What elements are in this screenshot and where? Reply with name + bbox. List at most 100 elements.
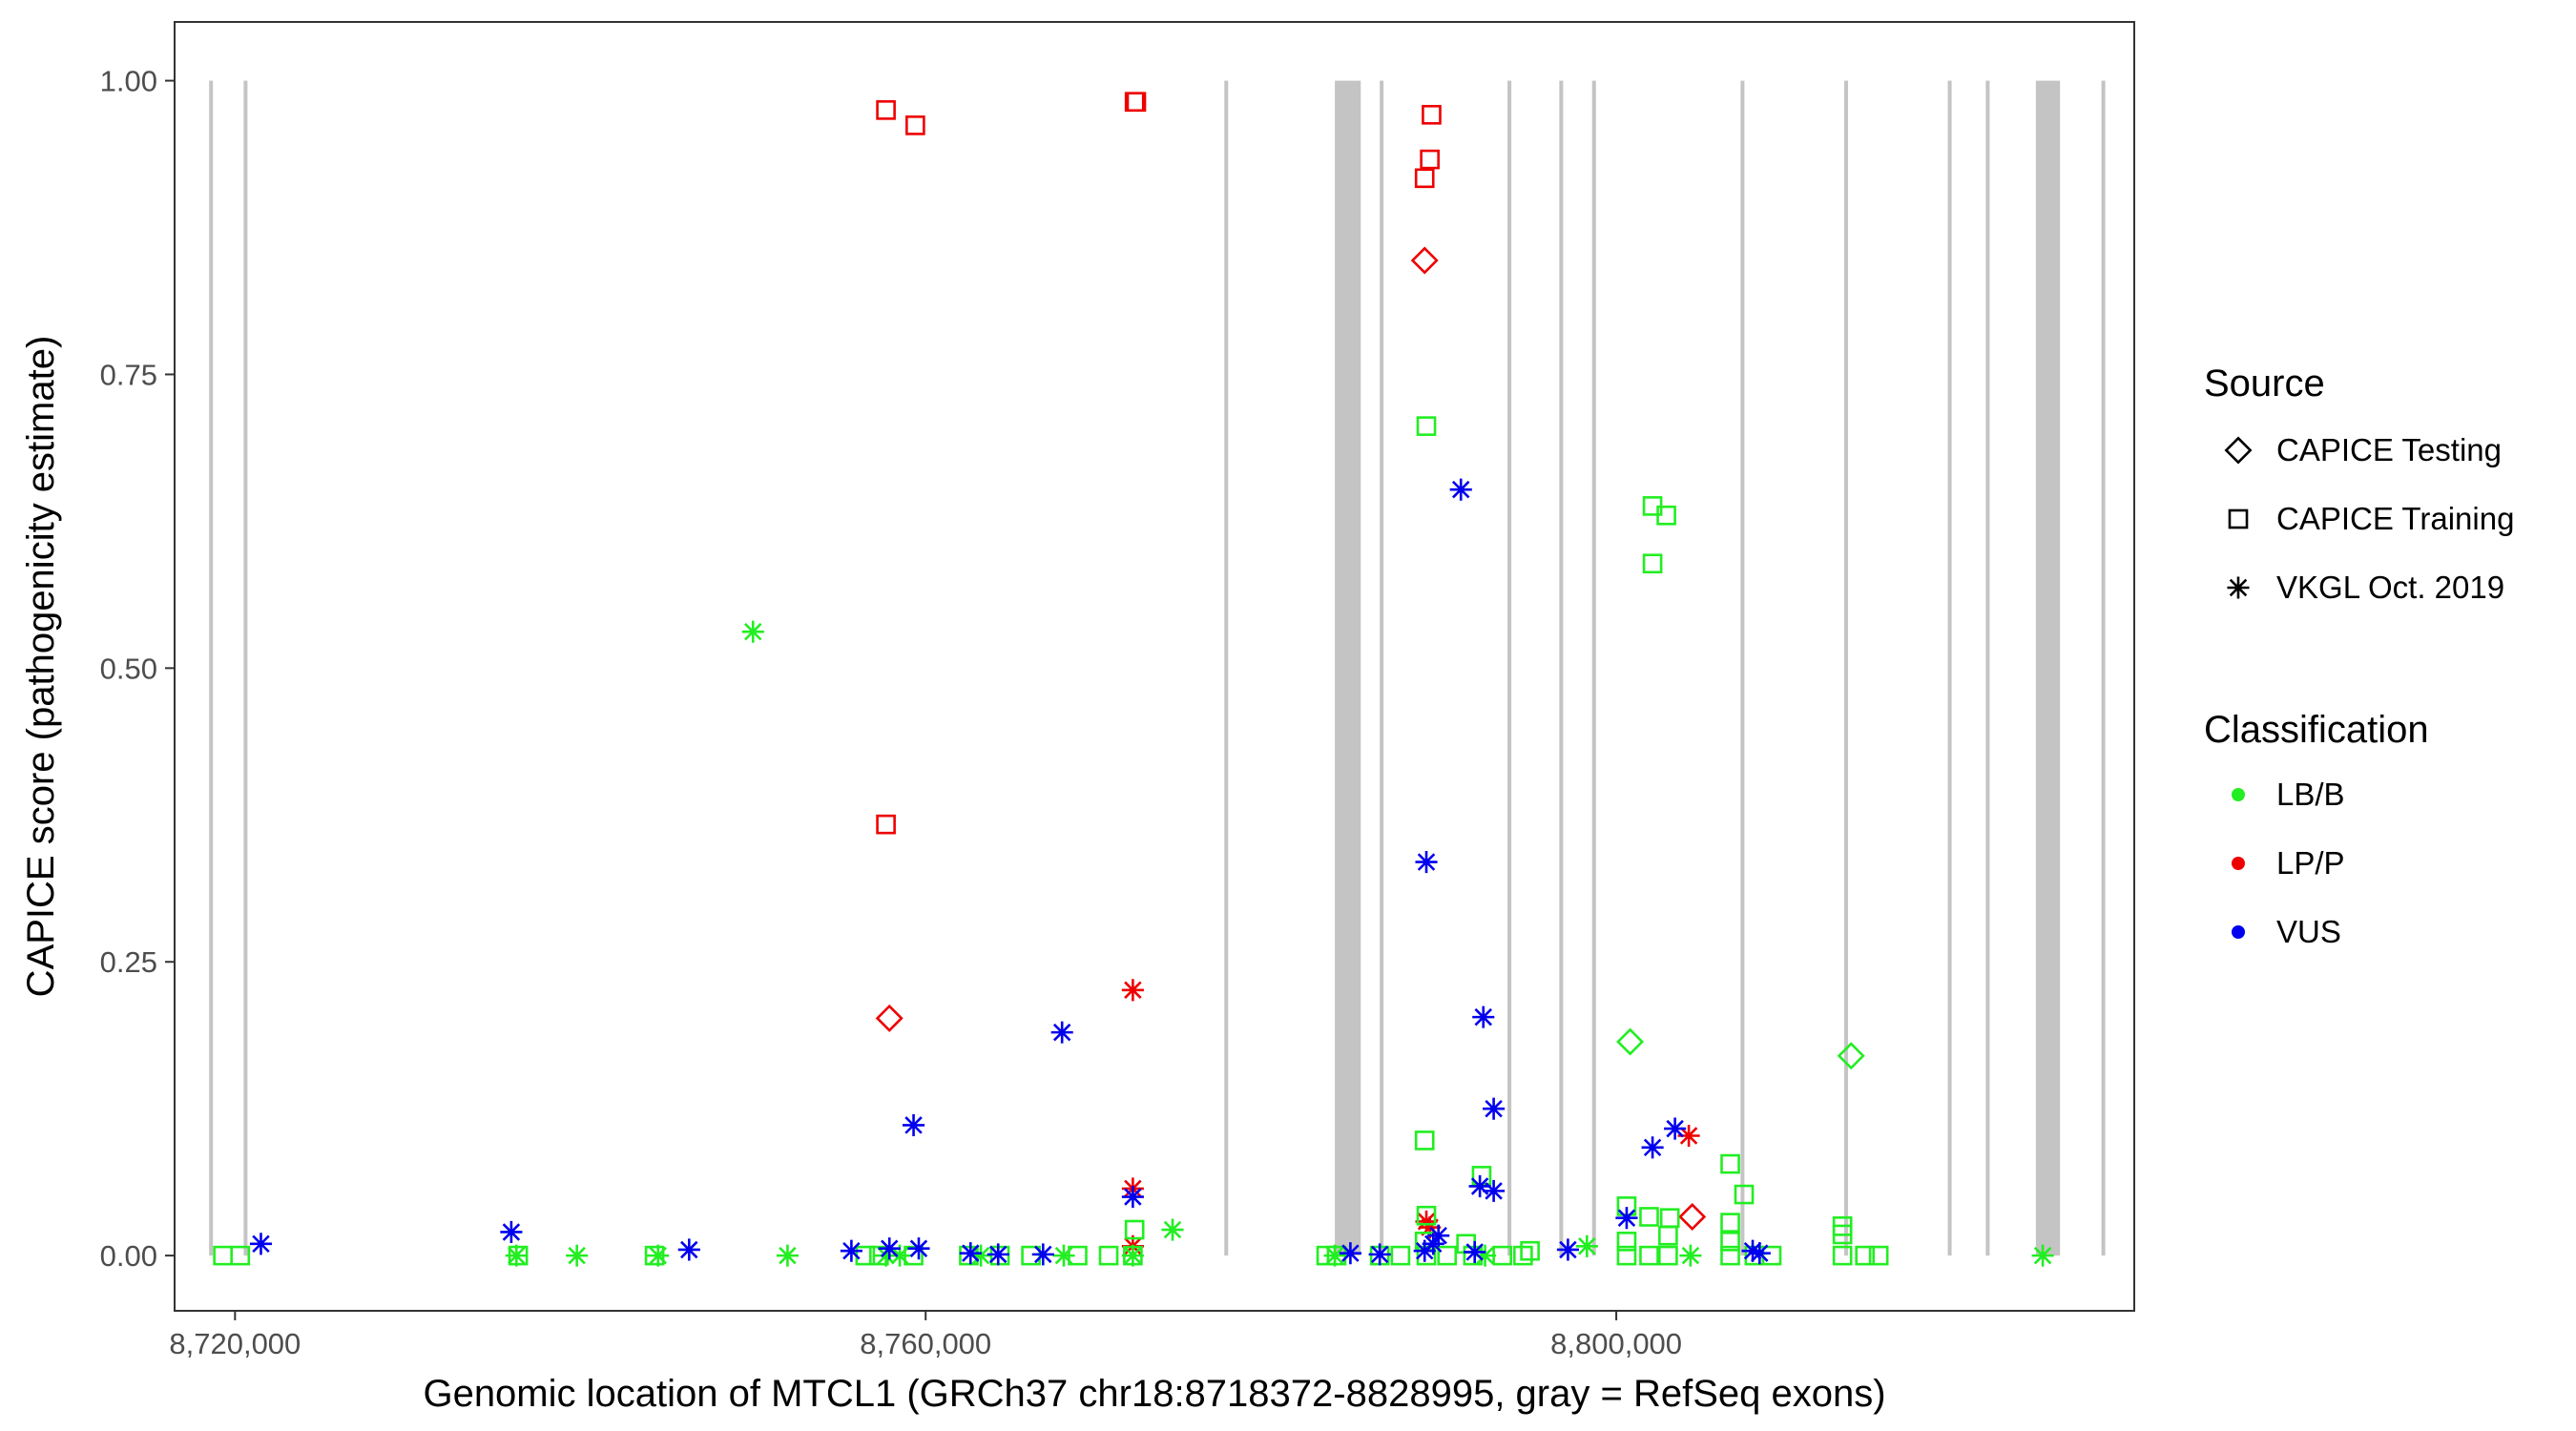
exon-band <box>243 80 248 1256</box>
legend-key-square <box>2228 508 2249 529</box>
data-point <box>1575 1234 1598 1257</box>
x-axis-title: Genomic location of MTCL1 (GRCh37 chr18:… <box>423 1373 1885 1415</box>
data-points <box>213 92 2054 1267</box>
y-tick-label: 0.50 <box>100 652 157 685</box>
data-point <box>1664 1117 1687 1140</box>
data-point <box>959 1242 982 1265</box>
data-point <box>1639 1207 1659 1227</box>
data-point <box>1720 1245 1740 1266</box>
data-point <box>1678 1202 1707 1231</box>
data-point <box>1642 553 1663 574</box>
axes: 0.00 0.25 0.50 0.75 1.00 8,720,000 8,760,000 8,… <box>100 65 1682 1360</box>
data-point <box>1422 1233 1444 1255</box>
data-point <box>1052 1244 1075 1267</box>
data-point <box>741 620 764 643</box>
legend: Source CAPICE Testing CAPICE Training VKGL … <box>2204 363 2514 949</box>
data-point <box>1734 1184 1755 1205</box>
data-point <box>1124 1219 1145 1240</box>
data-point <box>1449 478 1472 501</box>
data-point <box>1368 1243 1391 1266</box>
data-point <box>677 1238 700 1261</box>
data-point <box>1098 1245 1119 1266</box>
legend-label: VKGL Oct. 2019 <box>2276 570 2504 605</box>
exon-band <box>2101 80 2106 1256</box>
data-point <box>1616 1027 1645 1056</box>
data-point <box>1658 1245 1678 1266</box>
plot-panel-border <box>174 21 2135 1312</box>
legend-title-source: Source <box>2204 363 2325 404</box>
legend-key-color <box>2232 857 2245 870</box>
data-point <box>1615 1207 1638 1230</box>
data-point <box>505 1244 528 1267</box>
data-point <box>1720 1213 1740 1233</box>
x-tick-label: 8,720,000 <box>169 1327 301 1360</box>
y-tick-label: 0.00 <box>100 1239 157 1273</box>
data-point <box>1323 1244 1346 1267</box>
data-point <box>1513 1245 1533 1266</box>
legend-label: CAPICE Testing <box>2276 432 2502 467</box>
exon-bands <box>209 80 2106 1256</box>
data-point <box>1855 1245 1876 1266</box>
legend-key-color <box>2232 788 2245 801</box>
data-point <box>1483 1097 1506 1120</box>
data-point <box>1832 1224 1853 1245</box>
y-tick-label: 0.25 <box>100 945 157 979</box>
data-point <box>1121 1185 1144 1209</box>
data-point <box>876 814 896 835</box>
exon-band <box>1843 80 1848 1256</box>
legend-label: LP/P <box>2276 845 2345 881</box>
data-point <box>1339 1242 1361 1265</box>
data-point <box>1416 1205 1437 1226</box>
data-point <box>1474 1244 1497 1267</box>
data-point <box>1472 1006 1495 1028</box>
data-point <box>776 1244 799 1267</box>
x-tick-label: 8,800,000 <box>1550 1327 1682 1360</box>
data-point <box>1656 505 1676 526</box>
y-axis-title: CAPICE score (pathogenicity estimate) <box>20 336 62 998</box>
exon-band <box>1335 80 1361 1256</box>
data-point <box>1414 1130 1435 1151</box>
data-point <box>1414 168 1435 189</box>
data-point <box>230 1245 251 1266</box>
data-point <box>876 100 896 120</box>
data-point <box>1422 104 1442 125</box>
data-point <box>1416 1245 1437 1266</box>
data-point <box>969 1244 992 1267</box>
data-point <box>878 1237 901 1260</box>
data-point <box>1868 1245 1889 1266</box>
data-point <box>1748 1242 1771 1265</box>
y-tick-label: 1.00 <box>100 65 157 98</box>
data-point <box>1720 1153 1740 1174</box>
data-point <box>1419 1216 1442 1239</box>
data-point <box>1556 1238 1579 1261</box>
data-point <box>500 1220 523 1244</box>
data-point <box>840 1239 862 1262</box>
data-point <box>1121 1244 1144 1267</box>
data-point <box>1677 1124 1700 1148</box>
legend-label: CAPICE Training <box>2276 501 2514 536</box>
exon-band <box>1947 80 1952 1256</box>
data-point <box>1679 1244 1702 1267</box>
data-point <box>1390 1245 1411 1266</box>
data-point <box>1464 1240 1486 1263</box>
data-point <box>1468 1174 1491 1198</box>
data-point <box>1641 1136 1664 1159</box>
data-point <box>1837 1042 1865 1070</box>
exon-band <box>209 80 214 1256</box>
data-point <box>987 1243 1009 1266</box>
exon-band <box>1740 80 1745 1256</box>
legend-title-classification: Classification <box>2204 709 2429 751</box>
data-point <box>249 1233 273 1255</box>
data-point <box>1416 416 1437 436</box>
data-point <box>1483 1179 1506 1202</box>
data-point <box>1741 1239 1764 1262</box>
data-point <box>905 115 925 135</box>
data-point <box>1420 149 1440 170</box>
exon-band <box>1380 80 1384 1256</box>
data-point <box>1520 1240 1540 1261</box>
data-point <box>1121 979 1144 1002</box>
data-point <box>1427 1224 1450 1247</box>
data-point <box>566 1244 589 1267</box>
exon-band <box>2035 80 2061 1256</box>
